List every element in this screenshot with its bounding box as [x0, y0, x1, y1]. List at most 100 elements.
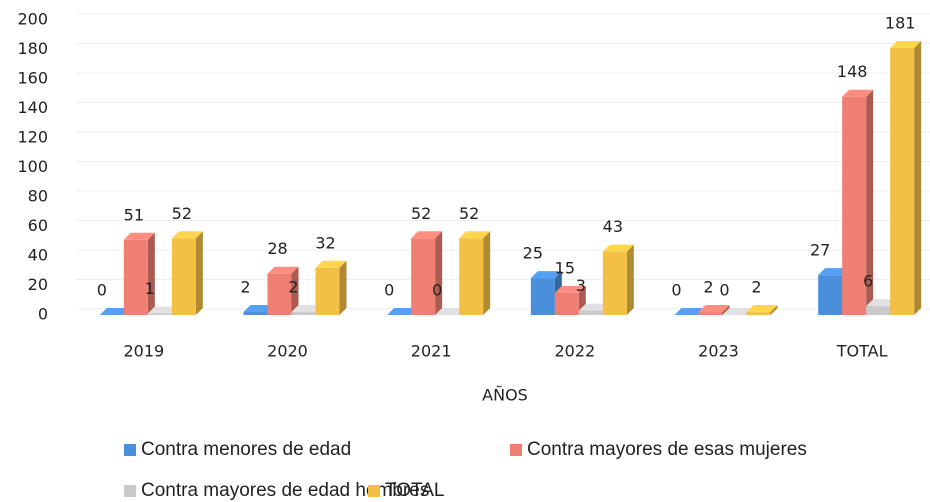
bar-top — [267, 266, 299, 274]
x-tick-label: 2020 — [267, 342, 308, 361]
bar-side — [770, 305, 778, 315]
bar — [123, 239, 148, 315]
bar-top — [818, 268, 850, 276]
bar-side — [626, 244, 634, 315]
value-label: 25 — [523, 244, 543, 263]
y-tick-label: 120 — [17, 128, 48, 147]
bar — [602, 251, 627, 315]
y-tick-label: 180 — [17, 39, 48, 58]
x-tick-label: TOTAL — [836, 342, 888, 361]
x-tick-label: 2023 — [698, 342, 739, 361]
value-label: 3 — [576, 276, 586, 295]
bar — [818, 275, 843, 315]
legend-swatch — [124, 444, 136, 456]
bar-top — [674, 308, 706, 315]
value-label: 52 — [459, 204, 479, 223]
bar — [291, 312, 316, 315]
value-label: 52 — [411, 204, 431, 223]
value-label: 2 — [240, 278, 250, 297]
x-tick-label: 2019 — [123, 342, 164, 361]
legend-swatch — [124, 485, 136, 497]
value-label: 2 — [288, 278, 298, 297]
bar — [842, 96, 867, 315]
y-tick-label: 100 — [17, 157, 48, 176]
value-label: 6 — [863, 272, 873, 291]
bar-side — [914, 41, 922, 316]
bar-top — [578, 303, 610, 311]
bar-top — [890, 41, 922, 49]
legend-label: Contra menores de edad — [141, 439, 351, 460]
bar-side — [722, 305, 730, 315]
y-tick-label: 140 — [17, 98, 48, 117]
bar-top — [315, 260, 347, 268]
bar-top — [291, 305, 323, 313]
value-label: 0 — [719, 281, 729, 300]
bar — [578, 310, 603, 315]
value-label: 2 — [751, 278, 761, 297]
value-label: 0 — [97, 281, 107, 300]
bar-side — [866, 89, 874, 315]
bar-top — [147, 306, 179, 314]
value-label: 0 — [671, 281, 681, 300]
value-label: 148 — [837, 62, 868, 81]
bar-top — [722, 308, 754, 315]
bar — [698, 312, 723, 315]
bar-side — [291, 266, 299, 315]
bar-top — [602, 244, 634, 252]
bar-top — [411, 231, 443, 239]
bar-top — [99, 308, 131, 315]
value-label: 1 — [145, 279, 155, 298]
bar — [746, 312, 771, 315]
bar-side — [483, 231, 491, 315]
bar-side — [195, 231, 203, 315]
x-axis-label: AÑOS — [482, 386, 528, 405]
legend-label: TOTAL — [385, 480, 444, 501]
value-label: 32 — [315, 233, 335, 252]
y-tick-label: 80 — [28, 187, 48, 206]
value-label: 2 — [703, 278, 713, 297]
value-label: 0 — [432, 281, 442, 300]
bar — [530, 278, 555, 315]
bar-top — [243, 305, 275, 313]
bar-top — [530, 271, 562, 279]
y-tick-label: 60 — [28, 216, 48, 235]
x-tick-label: 2022 — [554, 342, 595, 361]
bar-side — [435, 231, 443, 315]
bar — [866, 306, 891, 315]
legend-label: Contra mayores de edad hombres — [141, 480, 429, 501]
bar — [315, 267, 340, 315]
legend-label: Contra mayores de esas mujeres — [527, 439, 807, 460]
bar-side — [147, 232, 155, 315]
bar-top — [459, 231, 491, 239]
y-tick-label: 160 — [17, 69, 48, 88]
value-label: 28 — [267, 239, 287, 258]
value-label: 15 — [555, 258, 575, 277]
x-tick-label: 2021 — [411, 342, 452, 361]
value-label: 52 — [172, 204, 192, 223]
bar — [459, 238, 484, 315]
bar — [411, 238, 436, 315]
bar-top — [435, 308, 467, 315]
bar-top — [746, 305, 778, 313]
bar — [267, 273, 292, 315]
value-label: 51 — [124, 205, 144, 224]
y-tick-label: 40 — [28, 246, 48, 265]
legend-swatch — [510, 444, 522, 456]
bar-top — [171, 231, 203, 239]
bar-side — [339, 260, 347, 315]
value-label: 181 — [885, 14, 916, 33]
bar-top — [554, 285, 586, 293]
y-tick-label: 200 — [17, 10, 48, 29]
bar — [554, 292, 579, 315]
bar-top — [387, 308, 419, 315]
value-label: 43 — [603, 217, 623, 236]
y-tick-label: 20 — [28, 275, 48, 294]
bar-top — [842, 89, 874, 97]
bar-top — [698, 305, 730, 313]
bar — [243, 312, 268, 315]
legend-swatch — [368, 485, 380, 497]
bar-top — [866, 299, 898, 307]
value-label: 27 — [810, 241, 830, 260]
bar-top — [123, 232, 155, 240]
